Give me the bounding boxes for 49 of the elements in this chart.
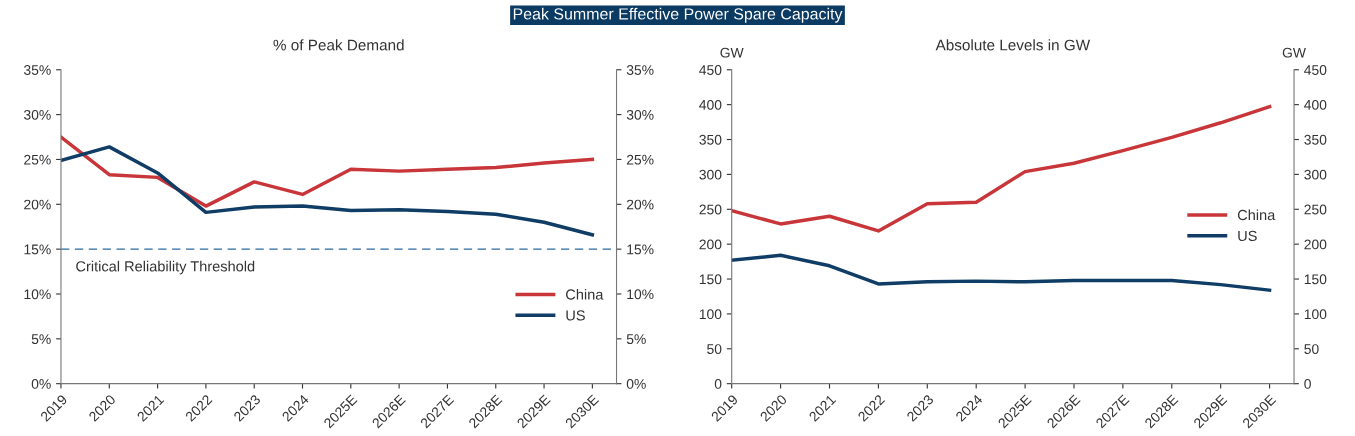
y-tick-label: 100 bbox=[699, 309, 722, 320]
legend-label: China bbox=[1237, 209, 1276, 221]
chart-title: Absolute Levels in GW bbox=[935, 39, 1091, 51]
text: Peak Summer Effective Power Spare Capacity bbox=[513, 7, 843, 23]
y-tick-label: 0% bbox=[31, 379, 51, 389]
ref-line-label: Critical Reliability Threshold bbox=[76, 260, 255, 275]
legend-label: US bbox=[1238, 230, 1257, 242]
y-tick-label: 10% bbox=[24, 289, 51, 300]
y2-tick-label: 400 bbox=[1304, 99, 1327, 110]
y2-axis-title: GW bbox=[1282, 47, 1306, 58]
y-tick-label: 250 bbox=[699, 204, 722, 215]
y2-tick-label: 35% bbox=[626, 65, 654, 75]
y-tick-label: 200 bbox=[699, 239, 722, 250]
y2-tick-label: 250 bbox=[1304, 204, 1327, 215]
y2-tick-label: 25% bbox=[626, 154, 654, 165]
line-series bbox=[60, 135, 595, 208]
y-tick-label: 50 bbox=[707, 344, 722, 354]
y2-tick-label: 100 bbox=[1304, 309, 1327, 320]
y-tick-label: 30% bbox=[23, 109, 51, 120]
y-tick-label: 350 bbox=[699, 134, 722, 145]
y2-tick-label: 0 bbox=[1304, 379, 1311, 389]
y-tick-label: 400 bbox=[699, 99, 722, 110]
y-tick-label: 25% bbox=[24, 154, 51, 165]
y2-tick-label: 15% bbox=[627, 244, 654, 255]
y2-tick-label: 200 bbox=[1304, 239, 1327, 250]
y-tick-label: 450 bbox=[699, 65, 722, 75]
y-axis-title: GW bbox=[720, 47, 744, 58]
legend-label: China bbox=[566, 288, 604, 300]
y2-tick-label: 0% bbox=[626, 379, 646, 389]
y2-tick-label: 20% bbox=[626, 199, 654, 210]
y-tick-label: 0 bbox=[714, 379, 722, 389]
y2-tick-label: 150 bbox=[1304, 274, 1327, 285]
y2-tick-label: 5% bbox=[626, 334, 646, 344]
y-tick-label: 20% bbox=[24, 199, 51, 210]
y2-tick-label: 300 bbox=[1304, 169, 1327, 180]
y2-tick-label: 350 bbox=[1304, 134, 1327, 145]
y-tick-label: 300 bbox=[699, 169, 722, 180]
y2-tick-label: 50 bbox=[1304, 344, 1319, 354]
line-series bbox=[731, 253, 1272, 292]
y-tick-label: 15% bbox=[24, 244, 51, 255]
y2-tick-label: 450 bbox=[1304, 65, 1327, 75]
chart-subtitle: % of Peak Demand bbox=[273, 39, 404, 51]
y-tick-label: 150 bbox=[699, 274, 722, 285]
y-tick-label: 35% bbox=[23, 65, 51, 75]
y-tick-label: 5% bbox=[31, 334, 51, 344]
legend-label: US bbox=[566, 310, 585, 321]
y2-tick-label: 10% bbox=[627, 289, 654, 300]
y2-tick-label: 30% bbox=[626, 109, 654, 120]
line-series bbox=[60, 145, 595, 237]
